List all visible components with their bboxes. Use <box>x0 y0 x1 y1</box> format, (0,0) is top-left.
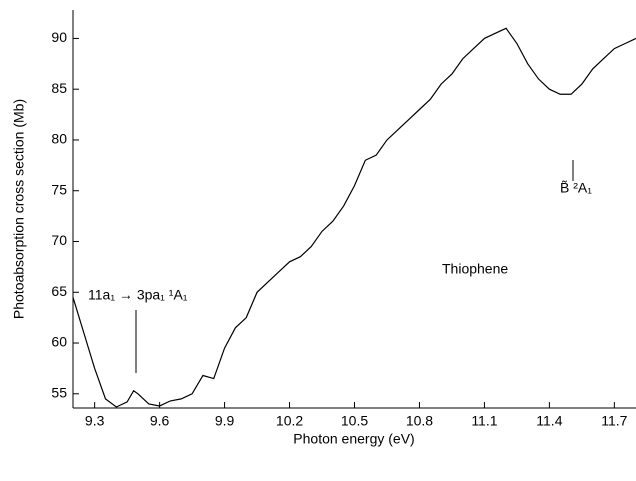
y-tick-label: 85 <box>51 80 67 96</box>
y-tick-label: 55 <box>51 384 67 400</box>
y-tick-label: 80 <box>51 131 67 147</box>
x-tick-label: 10.5 <box>341 413 368 429</box>
x-axis-label: Photon energy (eV) <box>293 431 414 447</box>
y-axis-label: Photoabsorption cross section (Mb) <box>11 99 27 319</box>
x-tick-label: 9.9 <box>215 413 235 429</box>
annotation: 11a₁ → 3pa₁ ¹A₁ <box>88 287 188 303</box>
y-tick-label: 70 <box>51 232 67 248</box>
x-tick-label: 10.8 <box>406 413 433 429</box>
x-tick-label: 9.6 <box>150 413 170 429</box>
x-tick-label: 11.1 <box>471 413 497 429</box>
x-tick-label: 11.4 <box>536 413 562 429</box>
x-tick-label: 9.3 <box>85 413 105 429</box>
annotation: Thiophene <box>442 261 508 277</box>
x-tick-label: 10.2 <box>276 413 303 429</box>
y-tick-label: 90 <box>51 29 67 45</box>
y-tick-label: 75 <box>51 181 67 197</box>
y-tick-label: 65 <box>51 283 67 299</box>
x-tick-label: 11.7 <box>601 413 627 429</box>
data-line <box>72 27 636 408</box>
annotation: B̃ ²A₁ <box>560 179 592 195</box>
y-tick-label: 60 <box>51 334 67 350</box>
